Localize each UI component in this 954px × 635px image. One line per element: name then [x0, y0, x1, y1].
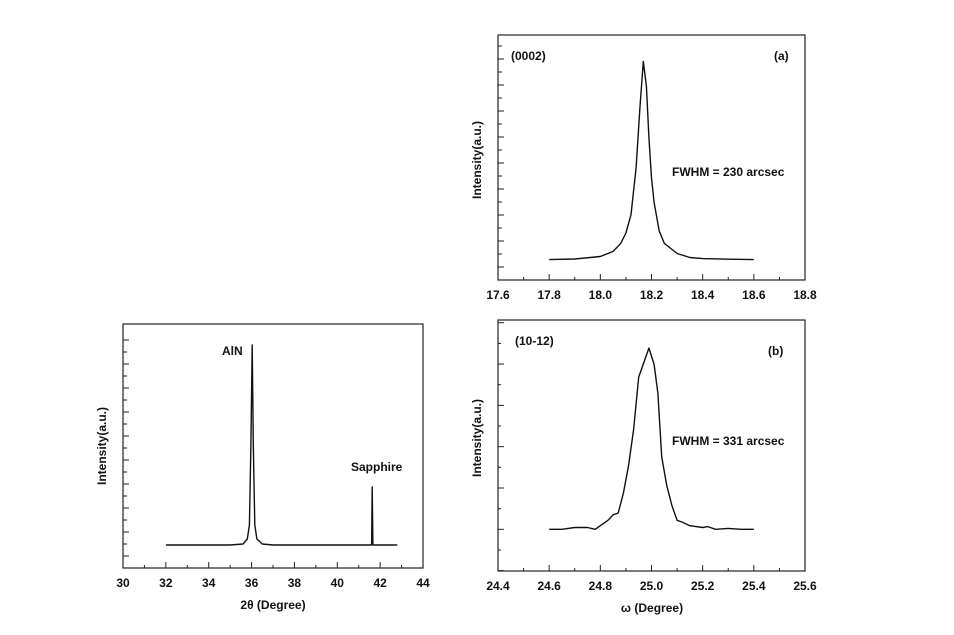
- x-tick-label: 34: [202, 576, 216, 590]
- x-tick-label: 18.2: [640, 288, 664, 302]
- a-panel-label: (a): [774, 49, 789, 63]
- x-tick-label: 38: [288, 576, 302, 590]
- x-tick-label: 25.2: [691, 579, 715, 593]
- x-tick-label: 24.6: [537, 579, 561, 593]
- b-xlabel: ω (Degree): [621, 601, 683, 615]
- b-fwhm-label: FWHM = 331 arcsec: [672, 434, 785, 448]
- x-tick-label: 24.8: [589, 579, 613, 593]
- xrd-annotation-sapphire: Sapphire: [351, 460, 403, 474]
- x-tick-label: 25.6: [793, 579, 817, 593]
- x-tick-label: 40: [331, 576, 345, 590]
- rocking-curve-0002-panel: 17.6 17.8 18.0 18.2 18.4 18.6 18.8: [486, 34, 817, 302]
- plot-frame: [497, 34, 806, 281]
- x-tick-label: 18.4: [691, 288, 715, 302]
- xrd-ylabel: Intensity(a.u.): [95, 407, 109, 485]
- plot-frame: [122, 323, 424, 569]
- x-tick-label: 25.4: [742, 579, 766, 593]
- x-tick-label: 36: [245, 576, 259, 590]
- xrd-2theta-panel: 30 32 34 36 38 40 42 44: [116, 323, 430, 590]
- x-tick-label: 18.0: [589, 288, 613, 302]
- x-tick-label: 44: [416, 576, 430, 590]
- x-tick-label: 18.8: [793, 288, 817, 302]
- rocking-curve-10-12-panel: 24.4 24.6 24.8 25.0 25.2 25.4 25.6: [486, 319, 817, 593]
- a-fwhm-label: FWHM = 230 arcsec: [672, 165, 785, 179]
- a-ylabel: Intensity(a.u.): [470, 121, 484, 199]
- b-ylabel: Intensity(a.u.): [470, 399, 484, 477]
- xrd-xlabel: 2θ (Degree): [240, 598, 305, 612]
- x-tick-label: 32: [159, 576, 173, 590]
- xrd-annotation-aln: AlN: [222, 344, 243, 358]
- x-tick-label: 24.4: [486, 579, 510, 593]
- b-reflection-label: (10-12): [515, 334, 554, 348]
- x-tick-label: 17.8: [537, 288, 561, 302]
- x-tick-label: 17.6: [486, 288, 510, 302]
- data-series-line: [549, 60, 754, 261]
- x-tick-label: 30: [116, 576, 130, 590]
- a-reflection-label: (0002): [511, 49, 546, 63]
- data-series-line: [165, 344, 398, 546]
- x-tick-label: 42: [373, 576, 387, 590]
- x-tick-label: 25.0: [640, 579, 664, 593]
- x-tick-label: 18.6: [742, 288, 766, 302]
- b-panel-label: (b): [768, 344, 783, 358]
